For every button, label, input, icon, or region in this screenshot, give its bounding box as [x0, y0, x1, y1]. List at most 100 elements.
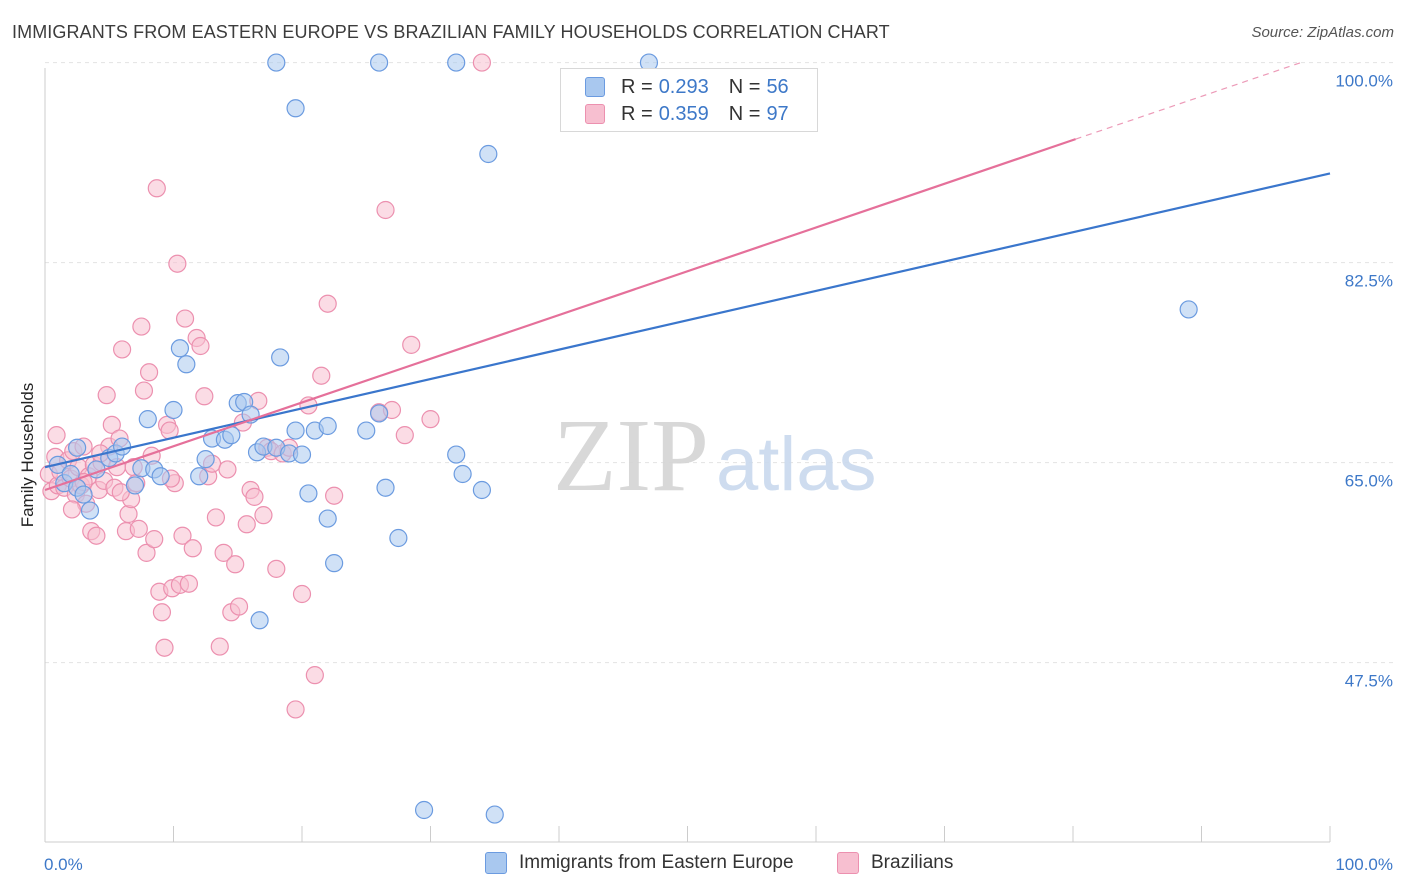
blue-point: [299, 484, 318, 503]
trend-lines: [44, 60, 1331, 492]
legend-n-label: N =: [728, 102, 761, 125]
pink-point: [312, 366, 331, 385]
pink-point: [376, 200, 395, 220]
legend-n-value-blue: 56: [766, 75, 789, 98]
legend-swatch-pink: [585, 104, 605, 124]
pink-point: [147, 179, 166, 198]
axes: [44, 68, 1331, 843]
tick-labels: 47.5% 65.0% 82.5% 100.0% 0.0% 100.0%: [44, 72, 1393, 874]
blue-point: [177, 355, 196, 374]
pink-point: [325, 486, 344, 505]
pink-point: [218, 460, 237, 479]
pink-point: [102, 415, 121, 434]
blue-point: [196, 450, 215, 469]
pink-point: [97, 386, 116, 405]
pink-point: [152, 603, 172, 622]
pink-point: [286, 700, 305, 719]
x-tick-label-max: 100.0%: [1335, 855, 1393, 874]
pink-point: [47, 426, 66, 445]
watermark: ZIP atlas: [553, 398, 877, 513]
pink-point: [206, 508, 226, 527]
pink-point: [119, 504, 138, 524]
legend-item-eastern-europe: Immigrants from Eastern Europe: [485, 852, 794, 874]
blue-point: [485, 805, 504, 824]
pink-point: [237, 515, 256, 534]
blue-point: [325, 554, 344, 573]
pink-trend-line: [44, 138, 1076, 492]
blue-point: [68, 438, 87, 457]
pink-point: [134, 381, 154, 400]
blue-point: [138, 410, 157, 429]
watermark-atlas: atlas: [716, 422, 877, 507]
pink-point: [137, 543, 156, 562]
blue-point: [389, 528, 408, 548]
pink-trend-extension: [1075, 60, 1305, 140]
pink-point: [145, 530, 164, 549]
legend-label-brazilians: Brazilians: [871, 852, 954, 873]
blue-point: [286, 421, 305, 440]
stats-legend: R = 0.293 N = 56 R = 0.359 N = 97: [560, 68, 818, 132]
legend-row-pink: R = 0.359 N = 97: [585, 102, 789, 126]
pink-point: [395, 426, 414, 445]
legend-label-eastern-europe: Immigrants from Eastern Europe: [519, 852, 794, 873]
y-tick-label: 47.5%: [1345, 672, 1393, 691]
blue-point: [250, 611, 269, 630]
pink-point: [318, 294, 337, 313]
pink-point: [210, 637, 229, 656]
x-tick-label-min: 0.0%: [44, 855, 83, 874]
pink-point: [173, 526, 192, 545]
pink-point: [472, 53, 491, 72]
blue-point: [370, 53, 389, 72]
blue-point: [414, 800, 434, 820]
chart-title: IMMIGRANTS FROM EASTERN EUROPE VS BRAZIL…: [12, 22, 890, 42]
pink-point: [402, 335, 421, 354]
pink-point: [421, 410, 440, 429]
pink-point: [267, 559, 286, 578]
y-tick-label: 82.5%: [1345, 272, 1393, 291]
pink-point: [155, 638, 174, 657]
legend-n-label: N =: [728, 75, 761, 98]
pink-point: [62, 500, 82, 519]
legend-item-brazilians: Brazilians: [837, 852, 953, 874]
legend-r-label: R =: [621, 75, 653, 98]
legend-row-blue: R = 0.293 N = 56: [585, 75, 789, 99]
blue-point: [271, 348, 290, 367]
blue-series-points: [48, 53, 1198, 824]
legend-swatch-pink: [837, 852, 859, 874]
pink-point: [245, 487, 264, 506]
source-credit: Source: ZipAtlas.com: [1251, 24, 1394, 41]
pink-point: [112, 340, 132, 359]
pink-point: [292, 584, 312, 604]
pink-point: [229, 597, 249, 616]
legend-r-value-blue: 0.293: [658, 75, 709, 98]
pink-point: [129, 519, 148, 538]
y-tick-label: 65.0%: [1345, 472, 1393, 491]
blue-point: [472, 480, 491, 500]
legend-n-value-pink: 97: [766, 102, 789, 125]
blue-point: [151, 467, 170, 486]
blue-point: [447, 445, 466, 464]
blue-point: [74, 485, 93, 504]
blue-point: [479, 144, 498, 164]
pink-point: [214, 543, 233, 562]
blue-point: [80, 501, 100, 520]
blue-point: [267, 53, 286, 72]
y-tick-label: 100.0%: [1335, 72, 1393, 91]
y-axis-label: Family Households: [18, 382, 37, 528]
pink-point: [139, 363, 159, 382]
blue-point: [447, 53, 466, 72]
legend-r-label: R =: [621, 102, 653, 125]
pink-point: [305, 666, 324, 685]
legend-swatch-blue: [585, 77, 605, 97]
series-legend: Immigrants from Eastern Europe Brazilian…: [0, 852, 1406, 878]
pink-point: [87, 526, 106, 545]
blue-point: [170, 339, 190, 358]
pink-point: [132, 317, 151, 336]
blue-point: [125, 476, 145, 495]
blue-point: [357, 421, 376, 440]
watermark-zip: ZIP: [553, 398, 709, 513]
gridlines: [45, 62, 1395, 664]
blue-point: [318, 509, 337, 528]
blue-point: [292, 445, 312, 464]
